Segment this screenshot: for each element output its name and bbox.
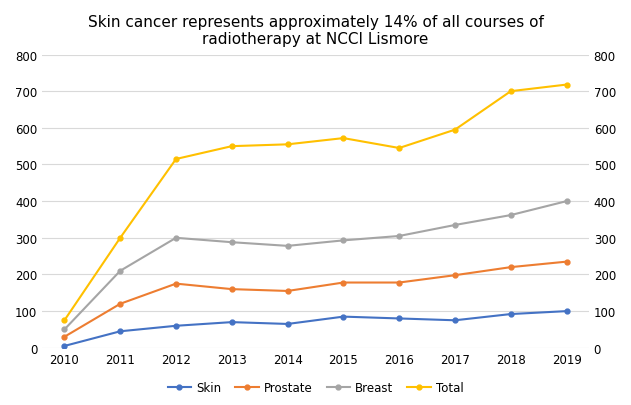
Breast — [61, 327, 68, 332]
Line: Prostate: Prostate — [62, 260, 569, 339]
Skin — [61, 344, 68, 349]
Breast — [451, 223, 459, 228]
Prostate — [396, 280, 403, 285]
Breast — [284, 244, 292, 249]
Title: Skin cancer represents approximately 14% of all courses of
radiotherapy at NCCI : Skin cancer represents approximately 14%… — [88, 15, 543, 47]
Skin — [563, 309, 570, 314]
Prostate — [228, 287, 235, 292]
Skin — [507, 312, 514, 317]
Breast — [339, 239, 347, 243]
Skin — [228, 320, 235, 325]
Prostate — [61, 335, 68, 339]
Line: Breast: Breast — [62, 199, 569, 332]
Total — [228, 144, 235, 149]
Total — [563, 83, 570, 88]
Prostate — [507, 265, 514, 270]
Prostate — [563, 260, 570, 264]
Skin — [117, 329, 124, 334]
Prostate — [339, 280, 347, 285]
Total — [396, 146, 403, 151]
Line: Total: Total — [62, 83, 569, 323]
Total — [507, 90, 514, 94]
Prostate — [172, 281, 180, 286]
Total — [117, 236, 124, 241]
Skin — [284, 322, 292, 326]
Skin — [339, 314, 347, 319]
Total — [61, 318, 68, 323]
Line: Skin: Skin — [62, 309, 569, 349]
Legend: Skin, Prostate, Breast, Total: Skin, Prostate, Breast, Total — [163, 377, 468, 399]
Breast — [563, 199, 570, 204]
Skin — [172, 324, 180, 328]
Prostate — [284, 289, 292, 294]
Prostate — [117, 302, 124, 307]
Total — [451, 128, 459, 133]
Total — [339, 136, 347, 141]
Prostate — [451, 273, 459, 278]
Breast — [117, 269, 124, 273]
Breast — [507, 213, 514, 218]
Breast — [172, 236, 180, 241]
Skin — [451, 318, 459, 323]
Skin — [396, 316, 403, 321]
Breast — [396, 234, 403, 239]
Breast — [228, 240, 235, 245]
Total — [172, 157, 180, 162]
Total — [284, 143, 292, 147]
